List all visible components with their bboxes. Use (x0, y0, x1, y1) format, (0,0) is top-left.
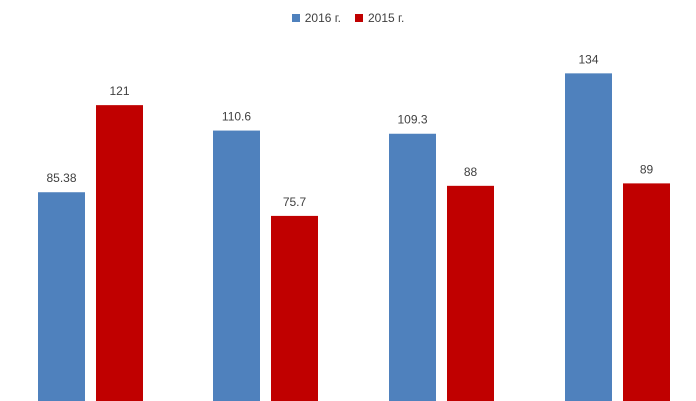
legend-swatch-2016-icon (291, 14, 300, 22)
data-label-2015-3: 88 (464, 165, 478, 179)
bar-2015-1[interactable] (96, 105, 143, 401)
legend-item-2015[interactable]: 2015 г. (355, 11, 404, 25)
bar-2015-3[interactable] (447, 185, 494, 401)
data-label-2016-4: 134 (578, 52, 598, 66)
bar-2016-3[interactable] (389, 133, 436, 401)
legend-swatch-2015-icon (355, 14, 363, 22)
legend-item-2016[interactable]: 2016 г. (291, 11, 341, 25)
bar-2015-4[interactable] (623, 183, 670, 401)
legend-label-2015: 2015 г. (368, 11, 405, 25)
data-label-2015-1: 121 (109, 84, 129, 98)
data-label-2016-1: 85.38 (46, 171, 76, 185)
data-label-2016-2: 110.6 (222, 110, 251, 124)
legend-label-2016: 2016 г. (304, 11, 341, 25)
bar-2015-2[interactable] (271, 215, 318, 401)
legend: 2016 г. 2015 г. (0, 11, 696, 25)
bar-2016-2[interactable] (213, 130, 260, 401)
bar-2016-4[interactable] (565, 73, 612, 401)
data-label-2015-4: 89 (640, 162, 654, 176)
data-label-2016-3: 109.3 (397, 113, 427, 127)
data-label-2015-2: 75.7 (283, 195, 307, 209)
bar-2016-1[interactable] (38, 192, 85, 401)
